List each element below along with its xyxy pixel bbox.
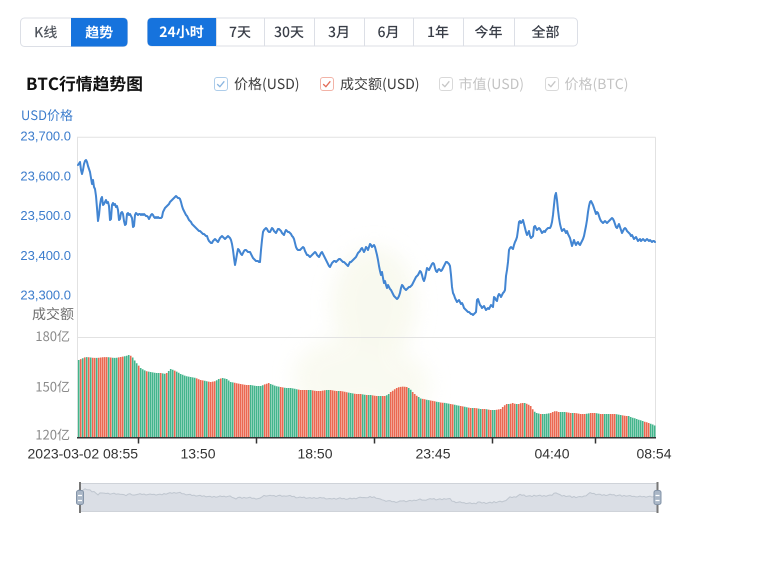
svg-text:23,500.0: 23,500.0 — [20, 208, 71, 223]
svg-text:23,600.0: 23,600.0 — [20, 168, 71, 183]
svg-text:18:50: 18:50 — [297, 446, 332, 462]
svg-text:04:40: 04:40 — [534, 446, 569, 462]
svg-text:2023-03-02 08:55: 2023-03-02 08:55 — [28, 446, 139, 462]
svg-text:23,700.0: 23,700.0 — [20, 129, 71, 144]
svg-text:08:54: 08:54 — [636, 446, 671, 462]
svg-text:23,300.0: 23,300.0 — [20, 288, 71, 303]
svg-text:23,400.0: 23,400.0 — [20, 248, 71, 263]
svg-text:13:50: 13:50 — [180, 446, 215, 462]
svg-text:23:45: 23:45 — [415, 446, 450, 462]
